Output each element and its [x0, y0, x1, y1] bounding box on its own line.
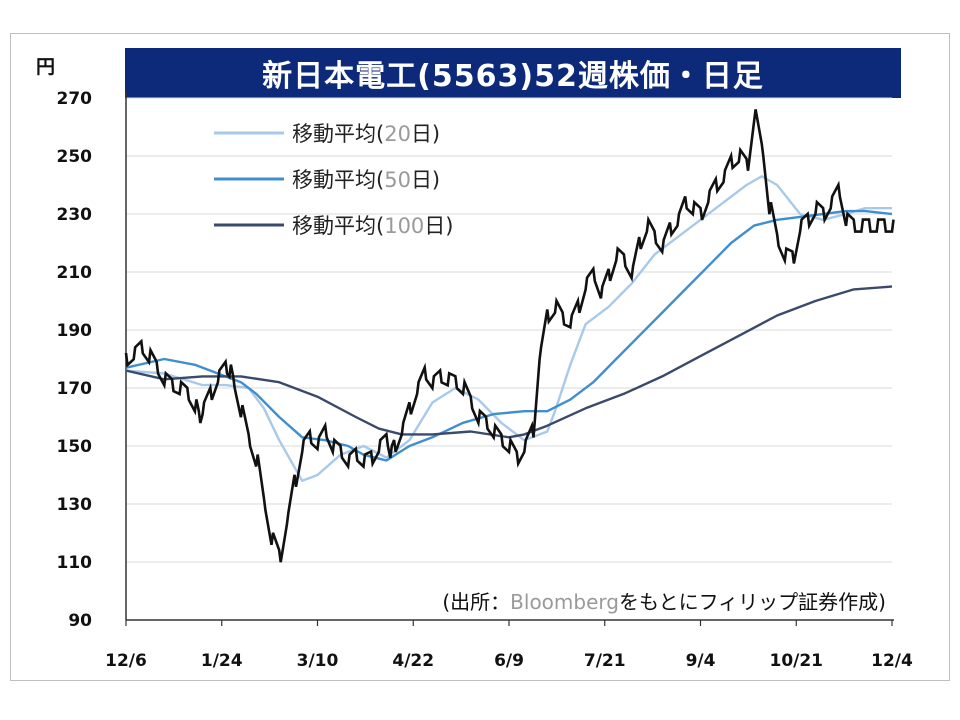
x-tick-label: 9/4 — [686, 651, 716, 671]
price-line — [124, 109, 895, 563]
y-tick-label: 190 — [57, 321, 93, 341]
y-tick-label: 230 — [57, 205, 93, 225]
legend-label: 移動平均(100日) — [292, 214, 454, 238]
y-tick-label: 270 — [57, 89, 93, 109]
y-tick-label: 90 — [68, 611, 92, 631]
x-tick-label: 12/6 — [105, 651, 147, 671]
x-tick-label: 12/4 — [871, 651, 913, 671]
x-tick-label: 4/22 — [392, 651, 434, 671]
gridlines — [126, 97, 892, 621]
x-tick-label: 6/9 — [494, 651, 524, 671]
x-tick-labels: 12/6 1/24 3/10 4/22 6/9 7/21 9/4 10/21 12/4 — [105, 620, 913, 671]
source-note: (出所：Bloombergをもとにフィリップ証券作成) — [442, 590, 886, 614]
y-axis-unit: 円 — [36, 56, 56, 78]
y-tick-label: 250 — [57, 147, 93, 167]
series-line-ma20 — [125, 175, 892, 482]
y-tick-label: 130 — [57, 495, 93, 515]
chart-frame — [10, 33, 950, 681]
y-tick-label: 150 — [57, 437, 93, 457]
y-tick-labels: 270 250 230 210 190 170 150 130 110 90 — [57, 89, 93, 631]
y-tick-label: 170 — [57, 379, 93, 399]
x-tick-label: 7/21 — [584, 651, 626, 671]
series-line-ma50 — [125, 209, 893, 462]
series-lines — [124, 109, 895, 563]
axes — [125, 92, 894, 621]
legend: 移動平均(20日) 移動平均(50日) 移動平均(100日) — [214, 122, 454, 238]
series-line-ma100 — [125, 285, 893, 439]
x-tick-label: 10/21 — [769, 651, 823, 671]
legend-label: 移動平均(20日) — [292, 122, 440, 146]
x-tick-label: 1/24 — [201, 651, 243, 671]
chart-title: 新日本電工(5563)52週株価・日足 — [125, 48, 901, 98]
x-tick-label: 3/10 — [297, 651, 339, 671]
legend-label: 移動平均(50日) — [292, 168, 440, 192]
y-tick-label: 210 — [57, 263, 93, 283]
y-tick-label: 110 — [57, 553, 93, 573]
